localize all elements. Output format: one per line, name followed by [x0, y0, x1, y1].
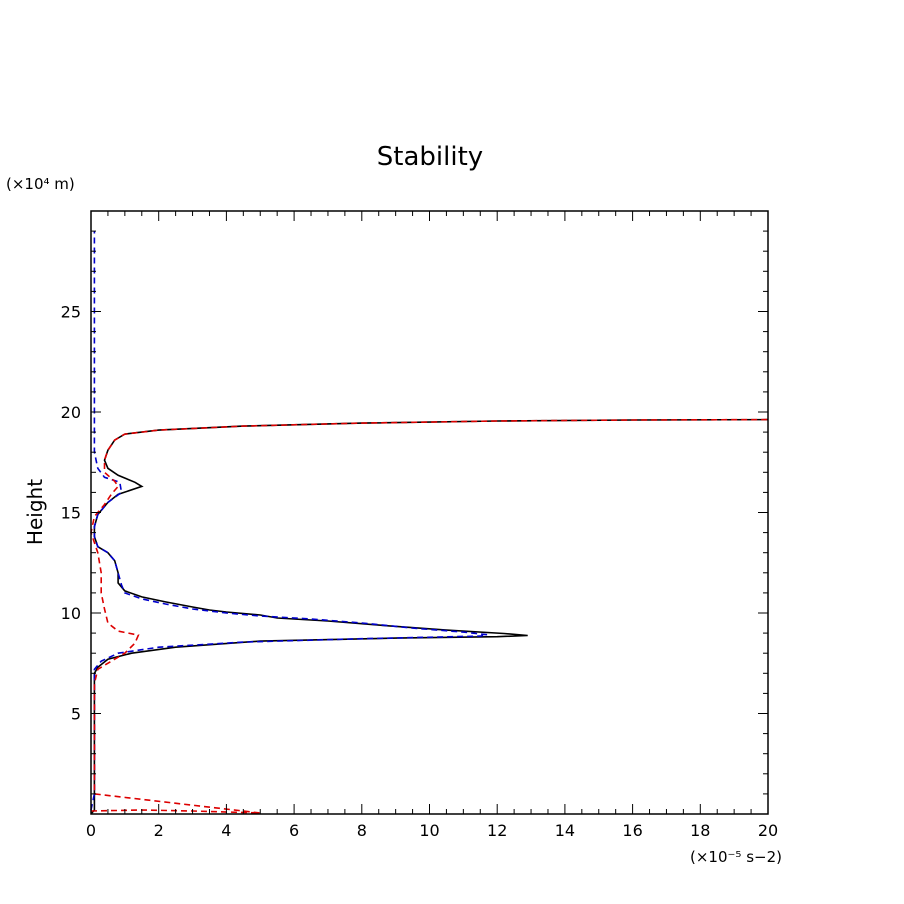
series-layer [90, 231, 769, 815]
y-tick-label: 20 [61, 403, 81, 422]
x-tick-label: 14 [555, 821, 575, 840]
x-tick-label: 4 [221, 821, 231, 840]
x-tick-label: 10 [419, 821, 439, 840]
y-tick-label: 25 [61, 303, 81, 322]
y-tick-label: 5 [71, 705, 81, 724]
y-unit-label: (×10⁴ m) [6, 175, 75, 193]
x-tick-label: 20 [758, 821, 778, 840]
plot-frame [90, 210, 769, 815]
x-tick-label: 8 [357, 821, 367, 840]
x-tick-label: 12 [487, 821, 507, 840]
chart-title: Stability [377, 142, 483, 172]
x-tick-label: 0 [86, 821, 96, 840]
x-tick-label: 6 [289, 821, 299, 840]
x-tick-label: 2 [154, 821, 164, 840]
y-tick-label: 15 [61, 504, 81, 523]
y-axis-label: Height [23, 479, 47, 545]
series-line-3 [90, 418, 769, 814]
x-unit-label: (×10⁻⁵ s−2) [690, 848, 782, 866]
x-tick-label: 16 [622, 821, 642, 840]
series-line-2 [90, 231, 488, 811]
tick-layer: 0 2 4 6 8 10 12 14 16 18 20 5 10 15 20 25 [61, 211, 778, 840]
y-tick-label: 10 [61, 604, 81, 623]
x-tick-label: 18 [690, 821, 710, 840]
